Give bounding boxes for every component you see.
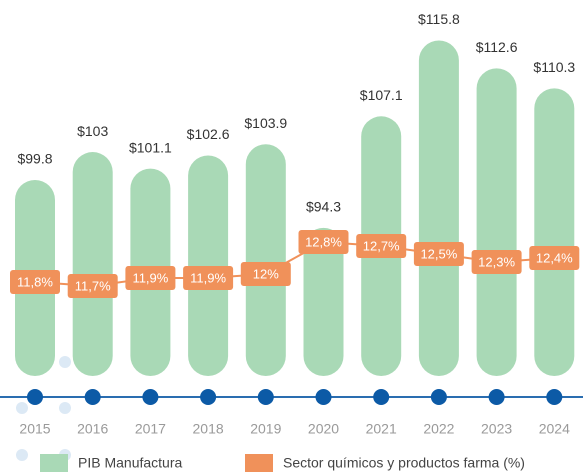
timeline-dot — [430, 389, 447, 405]
timeline-dot — [84, 389, 101, 405]
line-value-label: 11,7% — [75, 278, 111, 293]
bar-value-label: $102.6 — [187, 126, 230, 142]
timeline-dot — [27, 389, 43, 405]
decor — [16, 356, 71, 461]
bar — [534, 88, 575, 377]
bar — [188, 155, 229, 376]
line-value-label: 11,9% — [190, 270, 226, 285]
timeline-dot — [373, 389, 390, 405]
line-label-box — [471, 250, 522, 274]
bar-value-label: $94.3 — [306, 199, 341, 215]
bar-value-label: $110.3 — [533, 59, 575, 75]
line-label-box — [413, 242, 464, 266]
x-tick-label: 2015 — [19, 421, 50, 437]
line-value-label: 12,5% — [420, 246, 457, 261]
timeline-dot — [546, 389, 563, 405]
bar — [303, 227, 344, 376]
line-label-box — [529, 246, 580, 270]
line-value-label: 12,8% — [305, 234, 342, 249]
decor-dot — [59, 356, 71, 368]
bar — [476, 68, 517, 376]
x-tick-label: 2020 — [308, 421, 339, 437]
line-label-box — [240, 262, 291, 286]
x-tick-label: 2022 — [423, 421, 454, 437]
line-label-box — [183, 266, 234, 290]
line-label-box — [356, 234, 407, 258]
line-value-label: 11,8% — [17, 274, 53, 289]
bar — [245, 144, 286, 376]
timeline-dot — [257, 389, 274, 405]
line-label-box — [10, 270, 60, 294]
x-tick-label: 2021 — [366, 421, 397, 437]
x-tick-label: 2019 — [250, 421, 281, 437]
timeline-dot — [142, 389, 159, 405]
line-value-label: 12,3% — [478, 254, 515, 269]
legend-swatch — [40, 454, 68, 472]
timeline-dot — [315, 389, 332, 405]
line-label-box — [67, 274, 118, 298]
line — [34, 240, 555, 288]
x-tick-label: 2023 — [481, 421, 512, 437]
bar-value-label: $103.9 — [244, 115, 287, 131]
line-value-label: 11,9% — [132, 270, 168, 285]
line-value-label: 12% — [253, 266, 279, 281]
x-tick-label: 2017 — [135, 421, 166, 437]
bar-value-label: $99.8 — [17, 151, 52, 167]
bar — [418, 40, 459, 376]
x-tick-label: 2018 — [193, 421, 224, 437]
bar — [72, 152, 113, 376]
legend-label: Sector químicos y productos farma (%) — [283, 455, 525, 471]
legend-label: PIB Manufactura — [78, 455, 182, 471]
timeline-dot — [200, 389, 217, 405]
timeline-dot — [488, 389, 505, 405]
x-tick-label: 2016 — [77, 421, 108, 437]
decor-dot — [59, 402, 71, 414]
line-value-label: 12,4% — [536, 250, 573, 265]
line-value-label: 12,7% — [363, 238, 400, 253]
x-tick-label: 2024 — [539, 421, 570, 437]
legend-swatch — [245, 454, 273, 472]
bar-value-label: $101.1 — [129, 139, 172, 155]
bar-value-label: $103 — [77, 123, 108, 139]
decor-dot — [16, 402, 28, 414]
bar-value-label: $112.6 — [476, 39, 518, 55]
line-label-box — [125, 266, 176, 290]
bar-value-label: $115.8 — [418, 11, 460, 27]
decor-dot — [16, 449, 28, 461]
bar-value-label: $107.1 — [360, 87, 403, 103]
line-label-box — [298, 230, 349, 254]
